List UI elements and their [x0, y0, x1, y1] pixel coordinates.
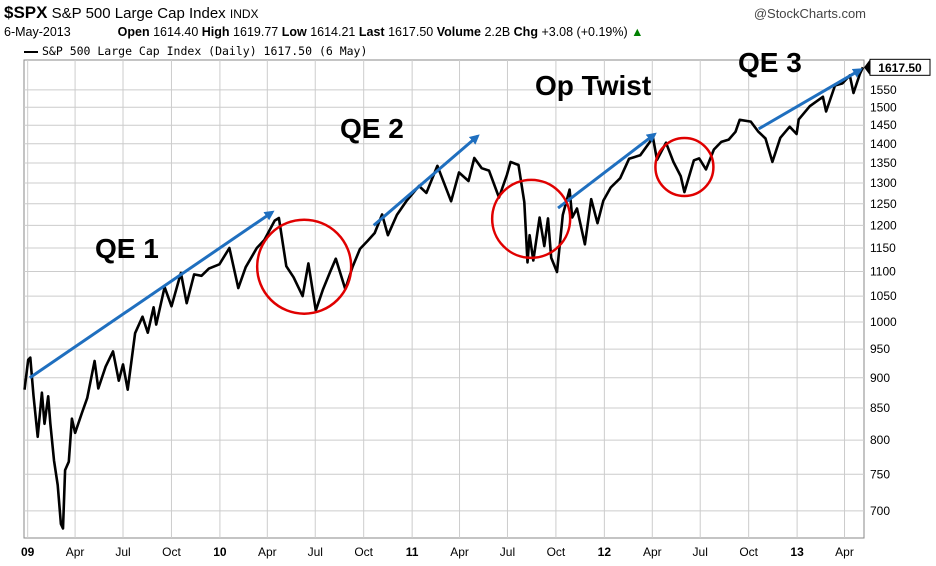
y-tick-label: 1500 [870, 100, 897, 114]
x-tick-label: 10 [213, 545, 227, 559]
x-tick-label: 11 [406, 545, 419, 559]
up-triangle-icon: ▲ [631, 25, 644, 39]
chg-label: Chg [513, 25, 538, 39]
y-tick-label: 900 [870, 371, 890, 385]
x-tick-label: 12 [598, 545, 612, 559]
annotation-circle [255, 218, 353, 315]
annotation-label: Op Twist [535, 70, 651, 101]
brand-label: @StockCharts.com [753, 6, 866, 21]
y-tick-label: 1300 [870, 176, 897, 190]
x-tick-label: Oct [162, 545, 181, 559]
low-value: 1614.21 [310, 25, 356, 39]
quote-date: 6-May-2013 [4, 25, 71, 39]
y-tick-label: 1350 [870, 156, 897, 170]
last-value: 1617.50 [388, 25, 434, 39]
symbol-label: $SPX [4, 3, 48, 22]
annotation-arrow [28, 210, 275, 379]
y-tick-label: 1100 [870, 264, 896, 278]
x-tick-label: 09 [21, 545, 35, 559]
y-tick-label: 1150 [870, 241, 896, 255]
annotation-arrow [557, 132, 657, 210]
x-tick-label: Apr [66, 545, 85, 559]
y-tick-label: 1000 [870, 315, 897, 329]
y-tick-label: 1400 [870, 137, 897, 151]
chart-title-row: $SPX S&P 500 Large Cap Index INDX [4, 3, 259, 23]
x-tick-label: Apr [835, 545, 854, 559]
x-tick-label: Apr [643, 545, 662, 559]
exchange-label: INDX [229, 7, 259, 21]
x-tick-label: Apr [258, 545, 277, 559]
y-tick-label: 750 [870, 467, 890, 481]
annotation-arrow [372, 134, 480, 227]
y-tick-label: 950 [870, 342, 890, 356]
last-price-badge [869, 58, 931, 76]
x-tick-label: Jul [308, 545, 323, 559]
y-tick-label: 1450 [870, 118, 897, 132]
x-tick-label: Oct [739, 545, 758, 559]
y-tick-label: 1050 [870, 289, 897, 303]
chg-value: +3.08 (+0.19%) [541, 25, 628, 39]
open-label: Open [117, 25, 150, 39]
last-price-badge-text: 1617.50 [878, 61, 922, 75]
index-name: S&P 500 Large Cap Index [51, 5, 226, 22]
legend-swatch [24, 50, 38, 53]
quote-row: 6-May-2013 Open 1614.40 High 1619.77 Low… [4, 25, 643, 39]
x-tick-label: Jul [500, 545, 515, 559]
plot-frame [23, 59, 865, 539]
series-legend: S&P 500 Large Cap Index (Daily) 1617.50 … [24, 44, 367, 58]
y-tick-label: 800 [870, 433, 890, 447]
price-line [23, 66, 865, 530]
low-label: Low [281, 25, 307, 39]
y-tick-label: 850 [870, 401, 890, 415]
last-price-pointer [864, 59, 870, 76]
annotation-arrow [757, 68, 863, 131]
volume-label: Volume [436, 25, 481, 39]
y-tick-label: 1200 [870, 218, 897, 232]
annotation-label: QE 1 [95, 233, 159, 264]
legend-text: S&P 500 Large Cap Index (Daily) 1617.50 … [42, 44, 368, 58]
x-tick-label: Oct [547, 545, 566, 559]
y-tick-label: 1550 [870, 83, 897, 97]
y-tick-label: 700 [870, 504, 890, 518]
x-tick-label: Apr [450, 545, 469, 559]
annotation-circle [654, 136, 715, 198]
annotation-label: QE 2 [340, 113, 404, 144]
x-tick-label: 13 [790, 545, 804, 559]
annotation-circle [490, 178, 572, 260]
x-tick-label: Oct [354, 545, 373, 559]
open-value: 1614.40 [153, 25, 199, 39]
x-tick-label: Jul [693, 545, 708, 559]
annotation-label: QE 3 [738, 47, 802, 78]
high-value: 1619.77 [233, 25, 279, 39]
y-tick-label: 1250 [870, 197, 897, 211]
x-tick-label: Jul [115, 545, 130, 559]
volume-value: 2.2B [484, 25, 511, 39]
last-label: Last [358, 25, 385, 39]
high-label: High [201, 25, 230, 39]
